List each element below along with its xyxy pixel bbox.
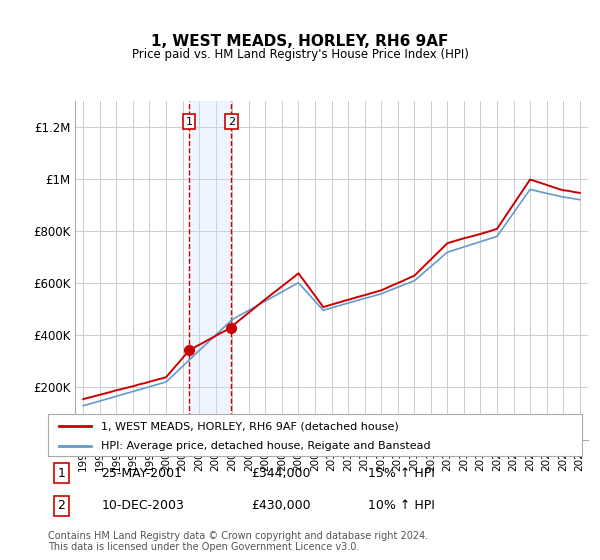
Text: 1, WEST MEADS, HORLEY, RH6 9AF: 1, WEST MEADS, HORLEY, RH6 9AF xyxy=(151,34,449,49)
Text: HPI: Average price, detached house, Reigate and Banstead: HPI: Average price, detached house, Reig… xyxy=(101,441,431,451)
Text: 15% ↑ HPI: 15% ↑ HPI xyxy=(368,467,435,480)
Text: 1: 1 xyxy=(185,116,193,127)
Bar xyxy=(189,101,232,440)
Text: 25-MAY-2001: 25-MAY-2001 xyxy=(101,467,182,480)
Text: 1, WEST MEADS, HORLEY, RH6 9AF (detached house): 1, WEST MEADS, HORLEY, RH6 9AF (detached… xyxy=(101,421,399,431)
Text: 1: 1 xyxy=(58,467,65,480)
Text: 2: 2 xyxy=(58,499,65,512)
Text: £344,000: £344,000 xyxy=(251,467,310,480)
Text: 2: 2 xyxy=(228,116,235,127)
Text: Price paid vs. HM Land Registry's House Price Index (HPI): Price paid vs. HM Land Registry's House … xyxy=(131,48,469,60)
Text: 10-DEC-2003: 10-DEC-2003 xyxy=(101,499,184,512)
Text: Contains HM Land Registry data © Crown copyright and database right 2024.
This d: Contains HM Land Registry data © Crown c… xyxy=(48,531,428,553)
Text: 10% ↑ HPI: 10% ↑ HPI xyxy=(368,499,435,512)
Text: £430,000: £430,000 xyxy=(251,499,311,512)
